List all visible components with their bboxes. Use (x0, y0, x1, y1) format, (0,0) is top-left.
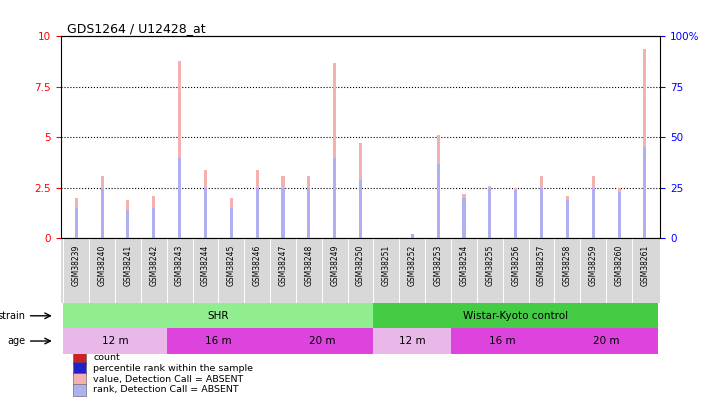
Bar (73, 373, 86, 385)
Bar (488, 186, 491, 238)
Text: GSM38247: GSM38247 (278, 245, 288, 286)
Bar (178, 61, 181, 238)
Text: GSM38252: GSM38252 (408, 245, 417, 286)
Text: GSM38245: GSM38245 (227, 245, 236, 286)
Bar (178, 158, 181, 238)
Bar (101, 188, 104, 238)
Bar (126, 210, 129, 238)
Bar (333, 158, 336, 238)
Text: GSM38242: GSM38242 (149, 245, 159, 286)
Bar (514, 190, 517, 238)
Bar (166, 328, 270, 354)
Bar (101, 176, 104, 238)
Text: percentile rank within the sample: percentile rank within the sample (93, 364, 253, 373)
Bar (436, 135, 440, 238)
Bar (359, 180, 362, 238)
Text: GDS1264 / U12428_at: GDS1264 / U12428_at (66, 22, 206, 35)
Bar (540, 176, 543, 238)
Text: GSM38253: GSM38253 (433, 245, 443, 286)
Text: GSM38254: GSM38254 (460, 245, 468, 286)
Bar (359, 143, 362, 238)
Bar (75, 198, 78, 238)
Text: GSM38240: GSM38240 (98, 245, 106, 286)
Bar (126, 200, 129, 238)
Bar (618, 192, 620, 238)
Text: rank, Detection Call = ABSENT: rank, Detection Call = ABSENT (93, 386, 238, 394)
Bar (64, 303, 373, 328)
Text: GSM38246: GSM38246 (253, 245, 261, 286)
Text: GSM38249: GSM38249 (330, 245, 339, 286)
Bar (256, 170, 258, 238)
Bar (152, 196, 156, 238)
Bar (281, 176, 285, 238)
Bar (307, 176, 311, 238)
Text: value, Detection Call = ABSENT: value, Detection Call = ABSENT (93, 375, 243, 384)
Text: GSM38241: GSM38241 (124, 245, 132, 286)
Text: GSM38256: GSM38256 (511, 245, 521, 286)
Text: 20 m: 20 m (593, 336, 620, 346)
Bar (592, 188, 595, 238)
Bar (204, 170, 207, 238)
Text: GSM38259: GSM38259 (589, 245, 598, 286)
Text: GSM38255: GSM38255 (486, 245, 494, 286)
Bar (618, 188, 620, 238)
Bar (230, 198, 233, 238)
Bar (73, 384, 86, 396)
Bar (514, 188, 517, 238)
Text: age: age (8, 336, 26, 346)
Text: GSM38243: GSM38243 (175, 245, 184, 286)
Bar (256, 188, 258, 238)
Bar (270, 328, 373, 354)
Text: 16 m: 16 m (205, 336, 232, 346)
Text: GSM38258: GSM38258 (563, 245, 572, 286)
Text: count: count (93, 353, 120, 362)
Bar (643, 147, 646, 238)
Bar (73, 362, 86, 374)
Bar (565, 196, 569, 238)
Bar (592, 176, 595, 238)
Text: strain: strain (0, 311, 26, 321)
Bar (411, 234, 414, 238)
Text: 20 m: 20 m (308, 336, 335, 346)
Bar (463, 198, 466, 238)
Text: Wistar-Kyoto control: Wistar-Kyoto control (463, 311, 568, 321)
Bar (204, 188, 207, 238)
Text: 16 m: 16 m (489, 336, 516, 346)
Text: 12 m: 12 m (399, 336, 426, 346)
Text: GSM38260: GSM38260 (615, 245, 623, 286)
Bar (488, 188, 491, 238)
Text: SHR: SHR (208, 311, 229, 321)
Text: 12 m: 12 m (101, 336, 129, 346)
Bar (373, 303, 658, 328)
Bar (555, 328, 658, 354)
Bar (451, 328, 555, 354)
Bar (540, 188, 543, 238)
Bar (411, 234, 414, 238)
Bar (463, 194, 466, 238)
Bar (64, 328, 166, 354)
Bar (565, 200, 569, 238)
Bar (333, 63, 336, 238)
Text: GSM38244: GSM38244 (201, 245, 210, 286)
Bar (436, 164, 440, 238)
Text: GSM38257: GSM38257 (537, 245, 546, 286)
Bar (75, 208, 78, 238)
Bar (73, 352, 86, 364)
Bar (373, 328, 451, 354)
Bar (643, 49, 646, 238)
Bar (152, 208, 156, 238)
Bar (307, 188, 311, 238)
Text: GSM38239: GSM38239 (71, 245, 81, 286)
Text: GSM38261: GSM38261 (640, 245, 650, 286)
Bar (281, 188, 285, 238)
Text: GSM38251: GSM38251 (382, 245, 391, 286)
Text: GSM38250: GSM38250 (356, 245, 365, 286)
Text: GSM38248: GSM38248 (304, 245, 313, 286)
Bar (230, 208, 233, 238)
